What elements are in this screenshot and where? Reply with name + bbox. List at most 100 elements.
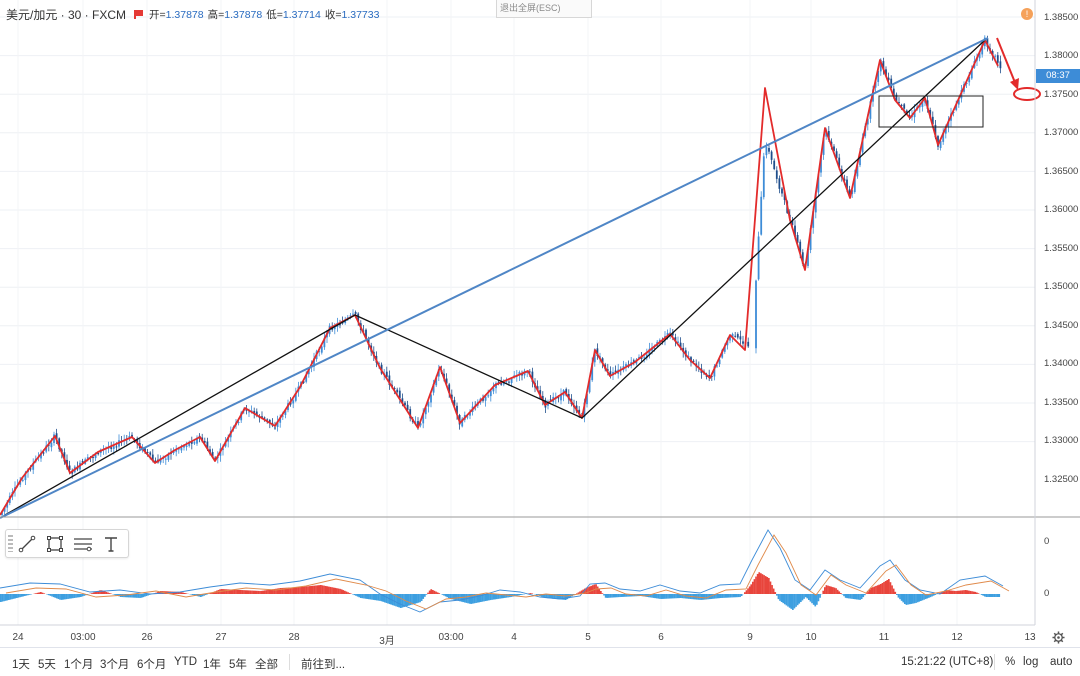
- auto-scale-button[interactable]: auto: [1050, 656, 1072, 668]
- macd-histogram-bar: [91, 593, 93, 594]
- macd-histogram-bar: [42, 593, 44, 594]
- macd-histogram-bar: [658, 594, 660, 599]
- macd-histogram-bar: [456, 594, 458, 601]
- settings-gear-icon[interactable]: [1052, 631, 1065, 644]
- percent-scale-button[interactable]: %: [1005, 656, 1015, 668]
- macd-histogram-bar: [914, 594, 916, 603]
- macd-histogram-bar: [266, 590, 268, 594]
- time-tick: 13: [1024, 632, 1035, 643]
- macd-histogram-bar: [848, 594, 850, 598]
- range-6m-button[interactable]: 6个月: [137, 656, 166, 672]
- macd-histogram-bar: [426, 594, 428, 595]
- macd-histogram-bar: [667, 594, 669, 599]
- macd-histogram-bar: [986, 594, 988, 597]
- macd-histogram-bar: [752, 582, 754, 594]
- ohlc-high: 高=1.37878: [208, 7, 263, 22]
- macd-histogram-bar: [50, 594, 52, 596]
- trend-line-icon[interactable]: [13, 531, 41, 556]
- range-5y-button[interactable]: 5年: [229, 656, 247, 672]
- macd-histogram-bar: [64, 594, 66, 599]
- macd-histogram-bar: [138, 594, 140, 598]
- macd-histogram-bar: [93, 593, 95, 594]
- range-ytd-button[interactable]: YTD: [174, 656, 197, 668]
- macd-histogram-bar: [614, 594, 616, 597]
- macd-histogram-bar: [494, 594, 496, 599]
- macd-histogram-bar: [379, 594, 381, 601]
- channel-line[interactable]: [0, 38, 988, 518]
- symbol-title[interactable]: 美元/加元 · 30 · FXCM: [6, 6, 126, 23]
- time-tick: 4: [511, 632, 517, 643]
- macd-histogram-bar: [496, 594, 498, 599]
- macd-histogram-bar: [888, 579, 890, 594]
- clock-timezone[interactable]: 15:21:22 (UTC+8): [901, 656, 993, 668]
- macd-histogram-bar: [733, 594, 735, 597]
- range-all-button[interactable]: 全部: [255, 656, 278, 672]
- range-1m-button[interactable]: 1个月: [64, 656, 93, 672]
- macd-histogram-bar: [613, 594, 615, 597]
- macd-histogram-bar: [115, 594, 117, 595]
- macd-histogram-bar: [5, 594, 7, 601]
- macd-histogram-bar: [67, 594, 69, 599]
- macd-histogram-bar: [792, 594, 794, 610]
- macd-histogram-bar: [75, 594, 77, 598]
- candle-body: [186, 445, 188, 447]
- macd-histogram-bar: [37, 593, 39, 594]
- macd-histogram-bar: [859, 594, 861, 600]
- candle-body: [734, 336, 736, 337]
- macd-histogram-bar: [307, 586, 309, 594]
- macd-histogram-bar: [530, 593, 532, 594]
- macd-histogram-bar: [80, 594, 82, 597]
- macd-histogram-bar: [818, 594, 820, 601]
- macd-histogram-bar: [336, 588, 338, 594]
- macd-histogram-bar: [421, 594, 423, 601]
- drawing-toolbar[interactable]: [5, 529, 129, 558]
- macd-histogram-bar: [722, 594, 724, 598]
- range-5d-button[interactable]: 5天: [38, 656, 56, 672]
- macd-histogram-bar: [653, 594, 655, 598]
- text-tool-icon[interactable]: [97, 531, 125, 556]
- macd-histogram-bar: [749, 586, 751, 594]
- exit-fullscreen-button[interactable]: 退出全屏(ESC): [496, 0, 592, 18]
- macd-histogram-bar: [320, 585, 322, 594]
- macd-histogram-bar: [442, 594, 444, 595]
- macd-histogram-bar: [72, 594, 74, 598]
- macd-histogram-bar: [78, 594, 80, 597]
- macd-histogram-bar: [902, 594, 904, 602]
- macd-histogram-bar: [106, 592, 108, 594]
- log-scale-button[interactable]: log: [1023, 656, 1038, 668]
- macd-histogram-bar: [248, 590, 250, 594]
- macd-histogram-bar: [933, 594, 935, 596]
- candle-body: [355, 312, 357, 314]
- macd-histogram-bar: [565, 594, 567, 600]
- macd-histogram-bar: [762, 574, 764, 594]
- range-1y-button[interactable]: 1年: [203, 656, 221, 672]
- macd-histogram-bar: [736, 594, 738, 597]
- macd-histogram-bar: [835, 588, 837, 594]
- macd-histogram-bar: [253, 591, 255, 594]
- macd-histogram-bar: [739, 594, 741, 597]
- candle-body: [776, 170, 778, 178]
- macd-histogram-bar: [413, 594, 415, 604]
- goto-date-button[interactable]: 前往到...: [301, 656, 345, 672]
- macd-histogram-bar: [896, 594, 898, 595]
- fib-lines-icon[interactable]: [69, 531, 97, 556]
- alert-icon[interactable]: !: [1021, 8, 1033, 20]
- macd-histogram-bar: [243, 590, 245, 594]
- macd-histogram-bar: [21, 594, 23, 597]
- macd-histogram-bar: [323, 586, 325, 594]
- macd-histogram-bar: [795, 594, 797, 607]
- macd-indicator-pane[interactable]: [0, 530, 1009, 612]
- macd-histogram-bar: [738, 594, 740, 597]
- zigzag-line[interactable]: [0, 40, 998, 515]
- macd-histogram-bar: [819, 594, 821, 598]
- flag-icon[interactable]: [134, 10, 143, 19]
- range-3m-button[interactable]: 3个月: [100, 656, 129, 672]
- range-1d-button[interactable]: 1天: [12, 656, 30, 672]
- macd-histogram-bar: [784, 594, 786, 604]
- macd-histogram-bar: [254, 591, 256, 594]
- macd-histogram-bar: [414, 594, 416, 604]
- macd-histogram-bar: [893, 589, 895, 594]
- macd-histogram-bar: [890, 582, 892, 594]
- rectangle-icon[interactable]: [41, 531, 69, 556]
